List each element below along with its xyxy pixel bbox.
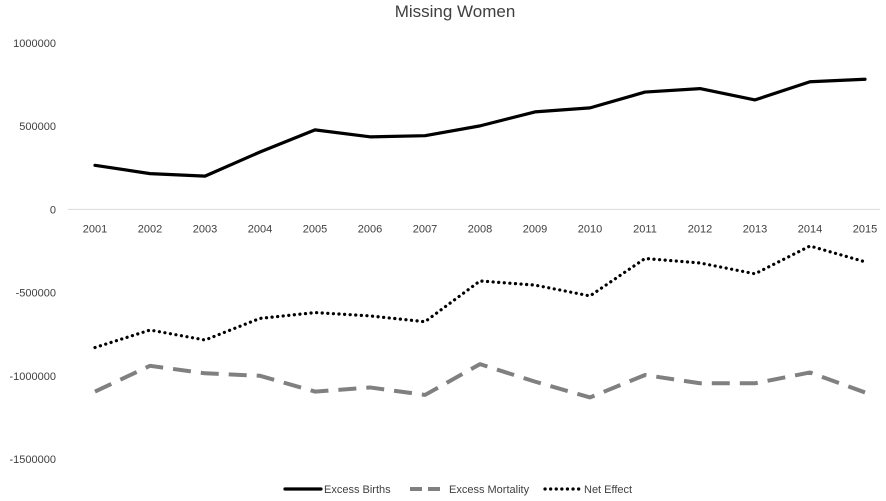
legend-label: Net Effect bbox=[584, 484, 632, 496]
x-tick-label: 2015 bbox=[853, 223, 877, 235]
x-tick-label: 2004 bbox=[248, 223, 272, 235]
x-tick-label: 2002 bbox=[138, 223, 162, 235]
legend: Excess Births Excess Mortality Net Effect bbox=[283, 484, 632, 496]
chart-title: Missing Women bbox=[395, 2, 516, 21]
x-tick-label: 2005 bbox=[303, 223, 327, 235]
legend-label: Excess Births bbox=[324, 484, 391, 496]
x-tick-label: 2007 bbox=[413, 223, 437, 235]
y-tick-label: 500000 bbox=[19, 121, 56, 133]
x-tick-label: 2006 bbox=[358, 223, 382, 235]
x-axis-labels: 2001 2002 2003 2004 2005 2006 2007 2008 2009 2010… bbox=[83, 223, 877, 235]
y-tick-label: 0 bbox=[50, 204, 56, 216]
x-tick-label: 2014 bbox=[798, 223, 822, 235]
x-tick-label: 2003 bbox=[193, 223, 217, 235]
x-tick-label: 2012 bbox=[688, 223, 712, 235]
y-tick-label: 1000000 bbox=[13, 38, 56, 50]
y-tick-label: -1500000 bbox=[10, 454, 57, 466]
series-line-excess-births bbox=[93, 77, 867, 178]
series-layer bbox=[93, 77, 867, 400]
legend-label: Excess Mortality bbox=[449, 484, 530, 496]
x-tick-label: 2013 bbox=[743, 223, 767, 235]
y-tick-label: -1000000 bbox=[10, 371, 57, 383]
x-tick-label: 2009 bbox=[523, 223, 547, 235]
series-line-net-effect bbox=[93, 244, 867, 350]
x-tick-label: 2011 bbox=[633, 223, 657, 235]
series-line-excess-mortality bbox=[94, 362, 866, 400]
y-tick-label: -500000 bbox=[16, 288, 56, 300]
y-axis-labels: 1000000 500000 0 -500000 -1000000 -1500000 bbox=[10, 38, 57, 466]
x-tick-label: 2010 bbox=[578, 223, 602, 235]
x-tick-label: 2008 bbox=[468, 223, 492, 235]
x-tick-label: 2001 bbox=[83, 223, 107, 235]
